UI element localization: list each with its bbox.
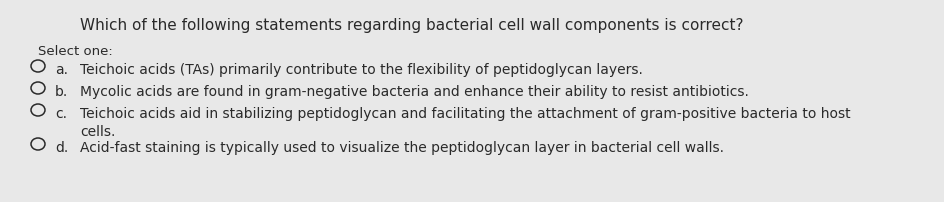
Text: c.: c. xyxy=(55,106,67,120)
Text: Teichoic acids (TAs) primarily contribute to the flexibility of peptidoglycan la: Teichoic acids (TAs) primarily contribut… xyxy=(80,63,643,77)
Text: a.: a. xyxy=(55,63,68,77)
Text: Teichoic acids aid in stabilizing peptidoglycan and facilitating the attachment : Teichoic acids aid in stabilizing peptid… xyxy=(80,106,851,120)
Text: Acid-fast staining is typically used to visualize the peptidoglycan layer in bac: Acid-fast staining is typically used to … xyxy=(80,140,724,154)
Text: Mycolic acids are found in gram-negative bacteria and enhance their ability to r: Mycolic acids are found in gram-negative… xyxy=(80,85,749,99)
Text: b.: b. xyxy=(55,85,68,99)
Text: d.: d. xyxy=(55,140,68,154)
Text: Which of the following statements regarding bacterial cell wall components is co: Which of the following statements regard… xyxy=(80,18,744,33)
Text: Select one:: Select one: xyxy=(38,45,112,58)
Text: cells.: cells. xyxy=(80,124,115,138)
